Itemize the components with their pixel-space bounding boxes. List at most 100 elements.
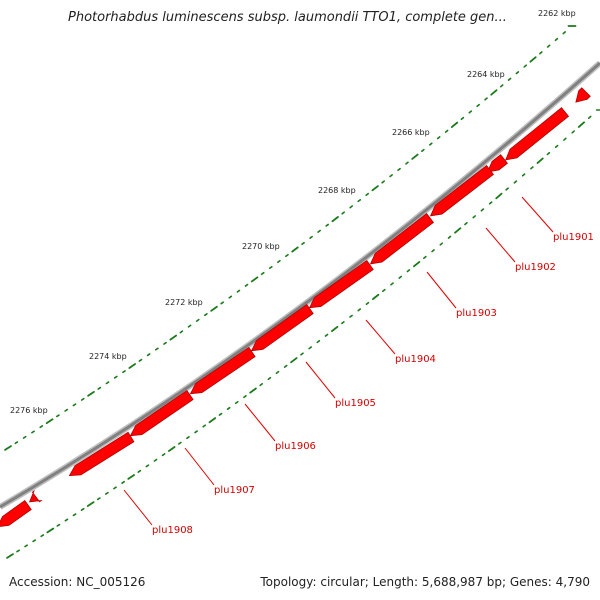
outer-tick-minor xyxy=(22,435,27,439)
outer-tick-minor xyxy=(138,358,143,362)
leader-line-plu1902 xyxy=(485,227,516,263)
gene-arrow xyxy=(369,213,434,265)
genome-summary-text: Topology: circular; Length: 5,688,987 bp… xyxy=(260,575,590,589)
gene-labels: plu1901 plu1902 plu1903 plu1904 plu1905 plu19… xyxy=(152,232,594,536)
leader-line-plu1906 xyxy=(244,403,276,442)
inner-tick-minor xyxy=(153,458,158,462)
scale-label-2268-kbp: 2268 kbp xyxy=(318,186,356,195)
inner-tick-minor xyxy=(521,173,526,177)
outer-tick-minor xyxy=(325,223,329,227)
inner-tick-minor xyxy=(308,346,313,350)
inner-tick-minor xyxy=(234,400,239,405)
gene-arrow xyxy=(129,389,194,437)
gene-label-plu1908: plu1908 xyxy=(152,525,193,536)
outer-tick-minor xyxy=(317,229,321,233)
leader-line-plu1901 xyxy=(521,196,554,233)
inner-tick-minor xyxy=(563,137,567,141)
outer-tick-minor xyxy=(14,441,19,445)
outer-tick-minor xyxy=(277,259,281,264)
outer-tick-major xyxy=(411,153,419,160)
outer-tick-minor xyxy=(460,116,465,121)
gene-arrow xyxy=(189,346,256,395)
inner-tick-major xyxy=(454,227,462,234)
inner-tick-major xyxy=(536,157,544,164)
inner-tick-minor xyxy=(218,412,223,416)
scale-labels: 2262 kbp 2264 kbp 2266 kbp 2268 kbp 2270 kbp… xyxy=(10,9,576,415)
inner-tick-minor xyxy=(202,424,207,428)
outer-tick-minor xyxy=(187,324,192,328)
outer-tick-minor xyxy=(436,136,441,140)
outer-tick-major xyxy=(87,390,95,397)
inner-tick-minor xyxy=(406,269,411,273)
leader-line-plu1907 xyxy=(184,447,215,486)
outer-tick-minor xyxy=(405,161,409,165)
map-title: Photorhabdus luminescens subsp. laumondi… xyxy=(68,10,507,25)
outer-tick-minor xyxy=(397,167,401,172)
gene-arrow xyxy=(505,107,570,161)
outer-tick-minor xyxy=(539,51,543,55)
inner-tick-minor xyxy=(472,215,476,219)
outer-tick-minor xyxy=(268,265,273,270)
inner-tick-minor xyxy=(194,430,198,434)
inner-tick-major xyxy=(249,387,257,394)
inner-tick-minor xyxy=(398,275,403,279)
gene-arrow xyxy=(429,165,494,217)
gene-arrow xyxy=(0,499,32,527)
gene-label-plu1903: plu1903 xyxy=(456,308,497,319)
outer-tick-minor xyxy=(163,341,167,345)
inner-tick-major xyxy=(208,417,217,424)
inner-tick-minor xyxy=(439,242,444,246)
gene-label-plu1905: plu1905 xyxy=(335,398,376,409)
backbone-line xyxy=(0,61,600,509)
outer-tick-minor xyxy=(421,148,425,153)
inner-tick-minor xyxy=(113,486,117,490)
inner-tick-minor xyxy=(186,435,190,440)
inner-tick-major xyxy=(46,527,55,534)
inner-tick-minor xyxy=(324,333,329,337)
outer-tick-major xyxy=(210,305,218,312)
outer-tick-minor xyxy=(365,192,370,197)
inner-tick-major xyxy=(167,446,176,452)
inner-tick-minor xyxy=(488,201,493,205)
inner-tick-minor xyxy=(349,314,353,318)
outer-tick-minor xyxy=(444,129,449,133)
inner-tick-minor xyxy=(283,364,288,368)
genome-backbone xyxy=(0,60,600,510)
inner-tick-minor xyxy=(300,352,304,356)
outer-tick-minor xyxy=(357,199,362,203)
gene-label-plu1904: plu1904 xyxy=(395,354,436,365)
outer-tick-minor xyxy=(80,397,85,401)
outer-tick-minor xyxy=(523,64,528,68)
inner-tick-minor xyxy=(382,288,386,293)
inner-tick-minor xyxy=(365,301,370,306)
outer-tick-major xyxy=(291,246,299,253)
inner-tick-major xyxy=(86,501,95,507)
outer-tick-minor xyxy=(97,386,102,390)
outer-tick-minor xyxy=(389,174,393,178)
outer-tick-minor xyxy=(562,31,567,35)
outer-tick-major xyxy=(331,216,339,223)
outer-tick-minor xyxy=(236,289,241,293)
gene-arrow xyxy=(250,303,314,352)
inner-tick-minor xyxy=(390,282,394,286)
outer-tick-minor xyxy=(515,71,520,75)
inner-tick-minor xyxy=(161,453,166,457)
outer-tick-minor xyxy=(56,414,60,418)
inner-tick-minor xyxy=(56,523,61,527)
inner-tick-major xyxy=(127,474,135,480)
gene-label-plu1902: plu1902 xyxy=(515,262,556,273)
inner-tick-minor xyxy=(554,144,559,149)
inner-tick-major xyxy=(371,293,380,301)
outer-tick-major xyxy=(128,363,137,369)
gene-label-plu1906: plu1906 xyxy=(275,441,316,452)
outer-tick-major xyxy=(4,445,12,451)
inner-tick-minor xyxy=(423,255,427,260)
gene-arrow xyxy=(68,431,135,477)
outer-tick-minor xyxy=(499,84,504,88)
gene-arrow xyxy=(486,154,508,173)
inner-tick-minor xyxy=(316,339,321,344)
outer-tick-major xyxy=(169,334,177,341)
inner-tick-major xyxy=(495,192,503,200)
outer-tick-minor xyxy=(31,430,35,434)
